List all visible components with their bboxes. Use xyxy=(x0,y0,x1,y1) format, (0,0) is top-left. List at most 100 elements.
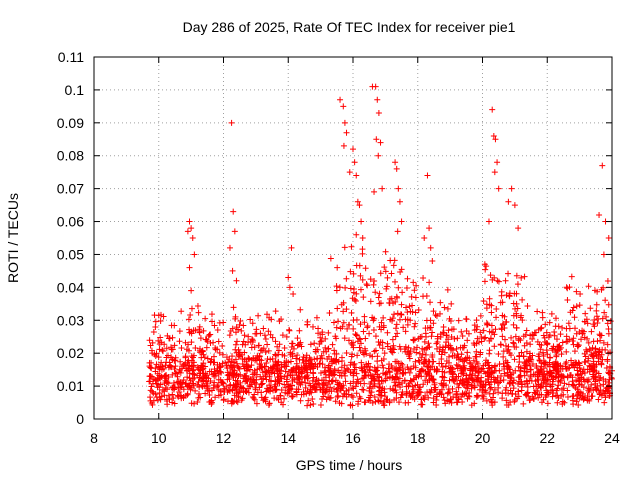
data-point xyxy=(370,327,377,334)
data-point xyxy=(522,361,529,368)
data-point xyxy=(248,344,255,351)
data-point xyxy=(391,311,398,318)
data-point xyxy=(606,392,613,399)
data-point xyxy=(449,376,456,383)
data-point xyxy=(287,358,294,365)
data-point xyxy=(257,373,264,380)
data-point xyxy=(357,321,364,328)
data-point xyxy=(593,301,600,308)
data-point xyxy=(508,185,515,192)
data-point xyxy=(219,351,226,358)
data-point xyxy=(471,383,478,390)
data-point xyxy=(343,306,350,313)
data-point xyxy=(587,347,594,354)
data-point xyxy=(347,285,354,292)
data-point xyxy=(497,372,504,379)
data-point xyxy=(337,96,344,103)
data-point xyxy=(337,385,344,392)
data-point xyxy=(602,297,609,304)
data-point xyxy=(146,378,153,385)
data-point xyxy=(340,103,347,110)
data-point xyxy=(469,371,476,378)
data-point xyxy=(162,372,169,379)
data-point xyxy=(544,389,551,396)
data-point xyxy=(188,305,195,312)
data-point xyxy=(147,387,154,394)
data-point xyxy=(539,309,546,316)
data-point xyxy=(224,398,231,405)
data-point xyxy=(325,329,332,336)
data-point xyxy=(332,398,339,405)
data-point xyxy=(222,359,229,366)
data-point xyxy=(298,343,305,350)
data-point xyxy=(556,346,563,353)
data-point xyxy=(326,367,333,374)
data-point xyxy=(161,341,168,348)
data-point xyxy=(405,353,412,360)
data-point xyxy=(371,394,378,401)
data-point xyxy=(300,354,307,361)
data-point xyxy=(429,354,436,361)
data-point xyxy=(233,338,240,345)
data-point xyxy=(255,342,262,349)
data-point xyxy=(494,277,501,284)
data-point xyxy=(471,400,478,407)
data-point xyxy=(387,385,394,392)
data-point xyxy=(358,359,365,366)
data-point xyxy=(576,375,583,382)
data-point xyxy=(267,331,274,338)
data-point xyxy=(543,368,550,375)
data-point xyxy=(253,400,260,407)
data-point xyxy=(513,300,520,307)
data-point xyxy=(346,169,353,176)
data-point xyxy=(309,396,316,403)
data-point xyxy=(424,364,431,371)
x-tick-label: 10 xyxy=(151,430,167,446)
data-point xyxy=(204,387,211,394)
data-point xyxy=(569,374,576,381)
data-point xyxy=(412,309,419,316)
data-point xyxy=(500,353,507,360)
data-point xyxy=(486,365,493,372)
data-point xyxy=(433,393,440,400)
data-point xyxy=(520,400,527,407)
data-point xyxy=(569,393,576,400)
data-point xyxy=(493,306,500,313)
data-point xyxy=(487,368,494,375)
data-point xyxy=(328,378,335,385)
data-point xyxy=(403,285,410,292)
data-point xyxy=(577,368,584,375)
data-point xyxy=(208,311,215,318)
data-point xyxy=(195,390,202,397)
data-point xyxy=(350,146,356,153)
data-point xyxy=(482,377,489,384)
data-point xyxy=(351,159,358,166)
data-point xyxy=(501,313,508,320)
data-point xyxy=(489,106,496,113)
data-point xyxy=(373,367,380,374)
data-point xyxy=(529,352,536,359)
data-point xyxy=(350,270,357,277)
data-point xyxy=(376,342,383,349)
data-point xyxy=(317,338,324,345)
data-point xyxy=(395,360,402,367)
data-point xyxy=(503,384,510,391)
data-point xyxy=(303,354,310,361)
data-point xyxy=(353,231,360,238)
data-point xyxy=(170,395,177,402)
data-point xyxy=(275,396,282,403)
data-point xyxy=(321,382,328,389)
data-point xyxy=(307,382,314,389)
data-point xyxy=(488,309,495,316)
data-point xyxy=(464,337,471,344)
data-point xyxy=(335,318,342,325)
data-point xyxy=(382,248,389,255)
data-point xyxy=(445,353,452,360)
data-point xyxy=(449,352,456,359)
data-point xyxy=(257,363,264,370)
data-point xyxy=(212,394,219,401)
data-point xyxy=(427,389,434,396)
data-point xyxy=(245,333,252,340)
data-point xyxy=(272,351,279,358)
data-points xyxy=(146,83,615,409)
